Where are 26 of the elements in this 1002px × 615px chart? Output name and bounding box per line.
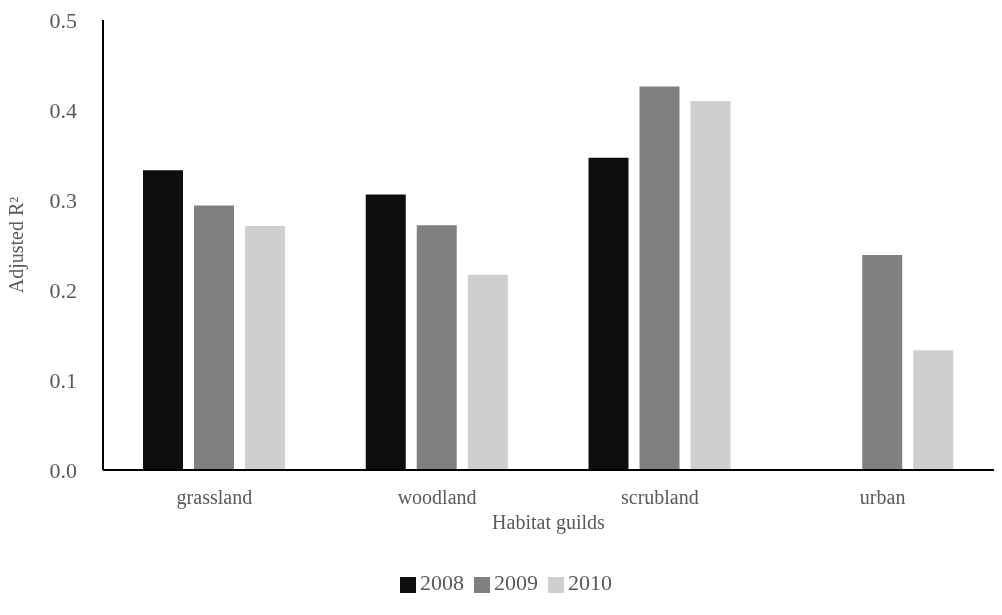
legend-label: 2009 xyxy=(494,570,538,595)
bar xyxy=(588,157,629,470)
x-tick-label: woodland xyxy=(397,486,477,509)
bar xyxy=(365,194,406,470)
bar xyxy=(143,170,183,470)
y-tick-label: 0.2 xyxy=(49,277,77,303)
bar xyxy=(913,350,954,470)
y-tick-label: 0.4 xyxy=(49,97,77,123)
legend-label: 2008 xyxy=(420,570,464,595)
y-tick-label: 0.3 xyxy=(49,187,77,213)
bar xyxy=(245,226,285,470)
x-tick-label: scrubland xyxy=(620,486,699,509)
bar xyxy=(639,86,680,470)
bar xyxy=(467,274,508,470)
x-tick-label: urban xyxy=(859,486,906,509)
y-axis-title: Adjusted R² xyxy=(5,196,29,294)
y-tick-label: 0.1 xyxy=(49,367,77,393)
bar xyxy=(416,225,457,470)
y-tick-label: 0.0 xyxy=(49,457,77,483)
x-tick-label: grassland xyxy=(176,486,253,510)
bar xyxy=(194,205,234,470)
bar xyxy=(690,101,731,470)
legend-label: 2010 xyxy=(568,570,612,595)
x-axis-title: Habitat guilds xyxy=(492,511,606,535)
y-tick-label: 0.5 xyxy=(49,7,77,33)
bar xyxy=(862,254,903,470)
